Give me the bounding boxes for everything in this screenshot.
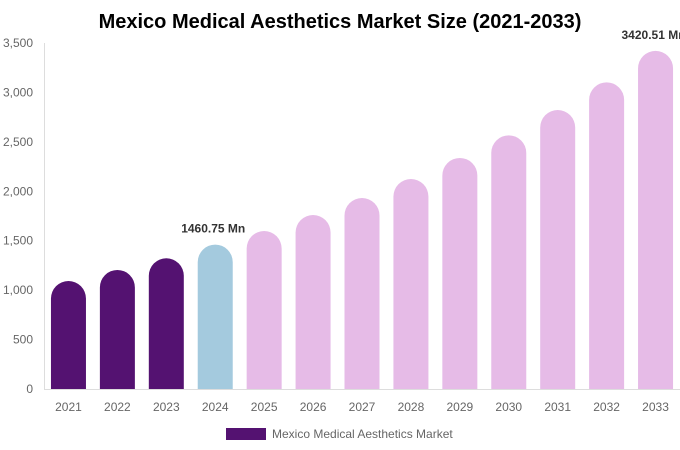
x-tick-label: 2033 [642, 400, 669, 414]
bar-2030[interactable] [491, 135, 527, 389]
x-tick-label: 2027 [349, 400, 376, 414]
bar-2026[interactable] [295, 215, 331, 389]
x-tick-label: 2028 [398, 400, 425, 414]
y-tick-label: 3,500 [3, 36, 33, 50]
x-tick-label: 2022 [104, 400, 131, 414]
bar-2031[interactable] [540, 110, 576, 389]
legend-label: Mexico Medical Aesthetics Market [272, 427, 453, 441]
x-tick-label: 2023 [153, 400, 180, 414]
bar-2029[interactable] [442, 157, 478, 389]
x-tick-label: 2021 [55, 400, 82, 414]
bar-2027[interactable] [344, 198, 380, 389]
y-tick-label: 0 [26, 382, 33, 396]
bar-2022[interactable] [99, 269, 135, 389]
bar-2025[interactable] [246, 231, 282, 389]
bar-2028[interactable] [393, 179, 429, 389]
data-label: 3420.51 Mn [622, 28, 680, 42]
x-tick-label: 2025 [251, 400, 278, 414]
legend[interactable]: Mexico Medical Aesthetics Market [226, 427, 453, 441]
data-label: 1460.75 Mn [181, 222, 245, 236]
bar-2021[interactable] [50, 281, 86, 389]
x-tick-label: 2032 [593, 400, 620, 414]
legend-swatch [226, 428, 266, 440]
y-tick-label: 500 [13, 333, 33, 347]
y-tick-label: 3,000 [3, 85, 33, 99]
bar-2024[interactable] [197, 244, 233, 389]
chart-title: Mexico Medical Aesthetics Market Size (2… [99, 11, 582, 33]
x-tick-label: 2024 [202, 400, 229, 414]
y-tick-label: 2,000 [3, 184, 33, 198]
bar-2023[interactable] [148, 258, 184, 389]
bar-2032[interactable] [589, 82, 625, 389]
y-tick-label: 2,500 [3, 135, 33, 149]
x-tick-label: 2031 [544, 400, 571, 414]
y-tick-label: 1,000 [3, 283, 33, 297]
x-tick-label: 2029 [446, 400, 473, 414]
y-tick-label: 1,500 [3, 234, 33, 248]
x-tick-label: 2030 [495, 400, 522, 414]
x-tick-label: 2026 [300, 400, 327, 414]
bar-2033[interactable] [638, 50, 674, 390]
